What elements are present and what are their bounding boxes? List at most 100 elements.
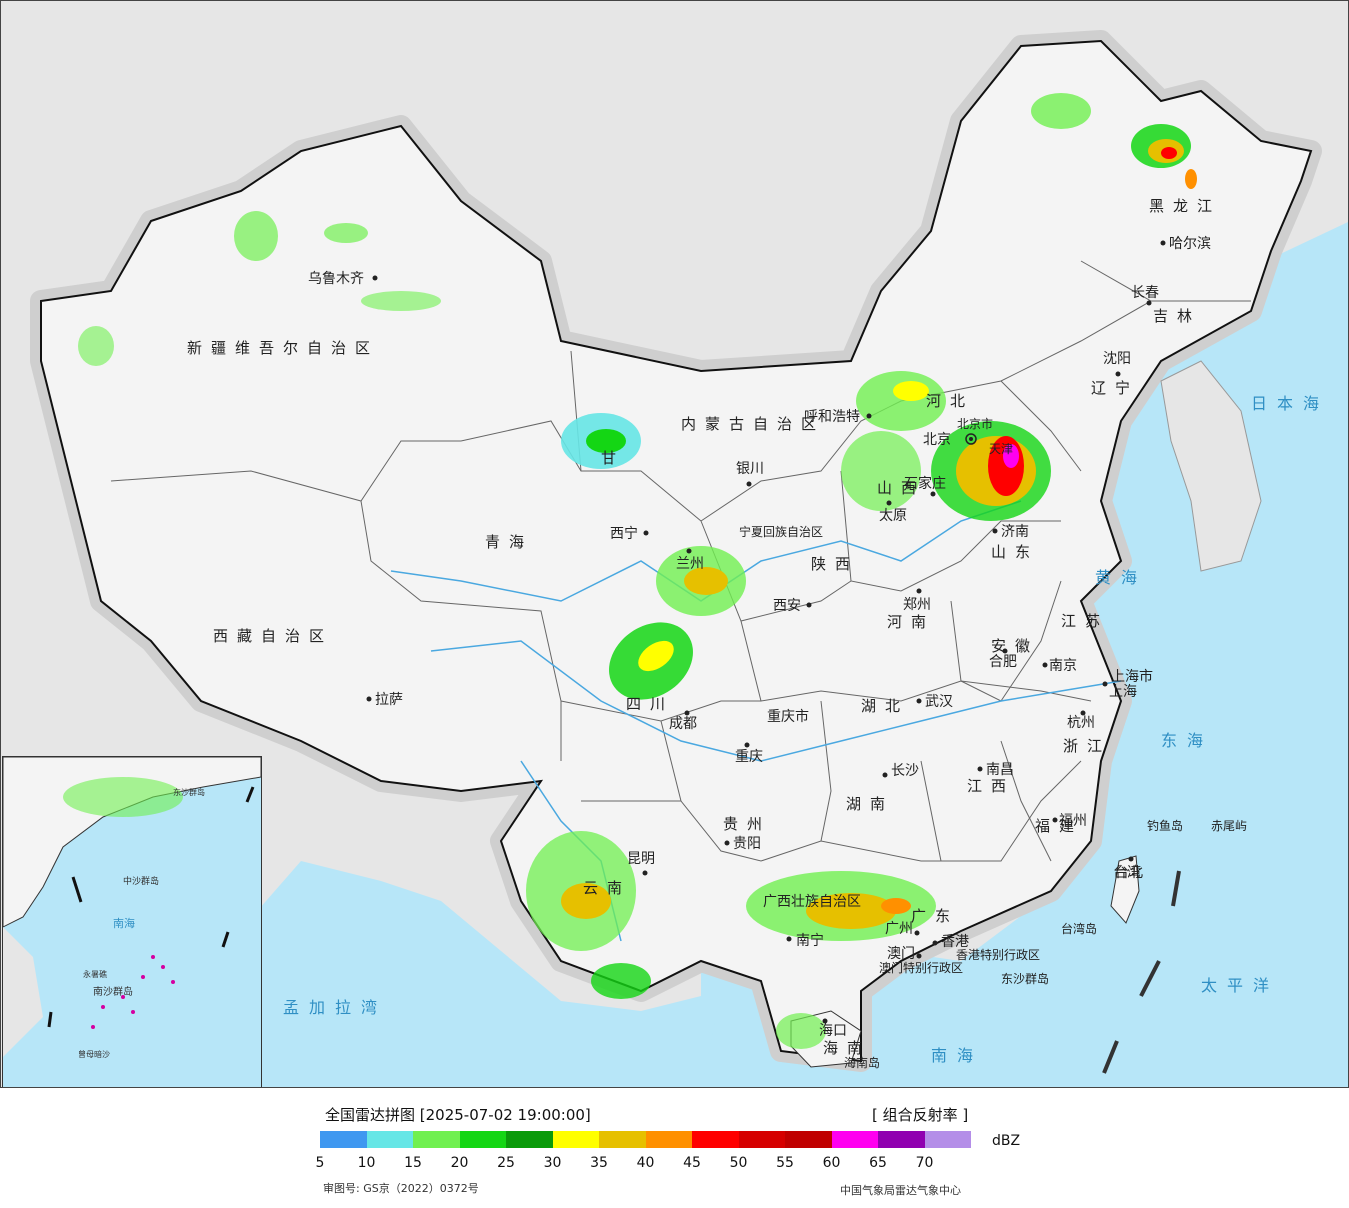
city-label: 南京	[1049, 658, 1077, 674]
province-labels: 新疆维吾尔自治区 西藏自治区 青海 甘 内蒙古自治区 黑龙江 吉林 辽宁 河北 …	[187, 197, 1212, 1057]
maritime-boundary	[1102, 870, 1181, 1074]
province-label: 江苏	[1061, 612, 1109, 630]
city-label: 兰州	[676, 556, 704, 572]
city-label: 福州	[1059, 813, 1087, 829]
city-label: 武汉	[925, 694, 953, 710]
color-swatch	[785, 1131, 832, 1148]
sea-label: 东海	[1161, 731, 1213, 750]
province-label: 山西	[877, 479, 925, 497]
province-label: 陕西	[811, 555, 859, 573]
city-label: 成都	[669, 716, 697, 732]
scale-tick-label: 30	[543, 1155, 562, 1171]
sea-label: 南海	[931, 1046, 983, 1065]
island-labels: 钓鱼岛 赤尾屿 东沙群岛 海南岛 台湾岛	[844, 818, 1247, 1070]
province-label: 四川	[626, 695, 674, 713]
province-label: 福建	[1035, 817, 1083, 835]
city-label: 昆明	[627, 851, 655, 867]
scale-ticks: 5 10 15 20 25 30 35 40 45 50 55 60 65 70	[0, 1155, 1349, 1173]
inset-label: 中沙群岛	[123, 875, 159, 887]
color-swatch	[366, 1131, 413, 1148]
korea-peninsula	[1160, 360, 1262, 572]
province-label: 香港特别行政区	[956, 947, 1040, 962]
inset-map: 中沙群岛 南海 永暑礁 南沙群岛 曾母暗沙 东沙群岛	[2, 756, 262, 1059]
japan-sea-area	[1181, 221, 1348, 441]
inset-label: 曾母暗沙	[78, 1049, 110, 1059]
scale-tick-label: 25	[497, 1155, 515, 1171]
city-label: 西安	[773, 598, 801, 614]
scale-tick-label: 20	[450, 1155, 469, 1171]
south-china-sea-inset: 中沙群岛 南海 永暑礁 南沙群岛 曾母暗沙 东沙群岛	[2, 756, 262, 1087]
province-label: 辽宁	[1091, 379, 1139, 397]
island-label: 钓鱼岛	[1147, 818, 1183, 833]
city-label: 南昌	[986, 762, 1014, 778]
sea-label: 太平洋	[1201, 976, 1279, 995]
province-label: 江西	[967, 777, 1015, 795]
province-label: 云南	[583, 879, 631, 897]
legend-panel: 全国雷达拼图 [2025-07-02 19:00:00] [ 组合反射率 ] d…	[0, 1088, 1349, 1208]
province-label: 台湾	[1113, 864, 1141, 881]
review-number: 审图号: GS京（2022）0372号	[323, 1182, 479, 1195]
city-label: 长春	[1131, 285, 1159, 301]
scale-tick-label: 35	[590, 1155, 608, 1171]
island-label: 赤尾屿	[1211, 819, 1247, 833]
province-label: 河北	[926, 392, 974, 410]
city-label: 郑州	[903, 597, 931, 613]
scale-tick-label: 65	[869, 1155, 887, 1171]
unit-label: dBZ	[992, 1133, 1021, 1149]
city-label: 呼和浩特	[804, 409, 860, 425]
scale-tick-label: 70	[915, 1155, 934, 1171]
province-label: 吉林	[1153, 307, 1201, 325]
ocean-bay-of-bengal	[231, 861, 721, 1087]
inset-label: 南沙群岛	[93, 985, 133, 998]
inset-label: 永暑礁	[83, 969, 107, 979]
city-labels: 乌鲁木齐 拉萨 西宁 兰州 银川 呼和浩特 哈尔滨 长春 沈阳 北京 石家庄 太…	[308, 236, 1211, 1039]
scale-tick-label: 45	[683, 1155, 701, 1171]
province-label: 青海	[485, 533, 533, 551]
province-label: 上海市	[1111, 668, 1153, 685]
color-swatch	[692, 1131, 739, 1148]
island-label: 东沙群岛	[1001, 971, 1049, 986]
province-label: 新疆维吾尔自治区	[187, 339, 379, 357]
province-label: 西藏自治区	[213, 627, 333, 645]
province-label: 湖北	[861, 697, 909, 715]
color-swatch	[738, 1131, 785, 1148]
province-label: 安徽	[991, 637, 1039, 655]
island-label: 海南岛	[844, 1055, 880, 1070]
province-label: 湖南	[846, 795, 894, 813]
city-label: 太原	[879, 508, 907, 524]
color-swatch	[459, 1131, 506, 1148]
city-label: 乌鲁木齐	[308, 271, 364, 287]
city-label: 南宁	[796, 932, 824, 949]
city-label: 西宁	[610, 525, 638, 542]
city-label: 杭州	[1067, 715, 1095, 731]
color-swatch	[924, 1131, 971, 1148]
island-label: 台湾岛	[1061, 921, 1097, 936]
city-label: 北京	[923, 432, 951, 448]
province-label: 海南	[823, 1039, 871, 1057]
city-label: 长沙	[891, 763, 919, 779]
sea-label: 黄海	[1095, 568, 1147, 587]
province-label: 甘	[601, 449, 625, 467]
province-label: 内蒙古自治区	[681, 415, 825, 433]
scale-tick-label: 50	[729, 1155, 748, 1171]
city-label: 上海	[1109, 684, 1137, 700]
color-swatch	[831, 1131, 878, 1148]
province-label: 贵州	[723, 815, 771, 833]
city-label: 海口	[819, 1023, 847, 1039]
city-label: 沈阳	[1103, 351, 1131, 367]
province-label: 河南	[887, 613, 935, 631]
color-swatch	[599, 1131, 646, 1148]
inset-label: 南海	[113, 916, 135, 930]
color-swatch	[506, 1131, 553, 1148]
city-label: 银川	[736, 461, 764, 477]
province-label: 山东	[991, 543, 1039, 561]
china-landmass	[40, 39, 1313, 1063]
inset-label: 东沙群岛	[173, 787, 205, 797]
color-swatch	[645, 1131, 692, 1148]
color-swatch	[320, 1131, 367, 1148]
city-label: 哈尔滨	[1169, 236, 1211, 252]
province-label: 浙江	[1063, 737, 1111, 755]
china-radar-mosaic-map: 新疆维吾尔自治区 西藏自治区 青海 甘 内蒙古自治区 黑龙江 吉林 辽宁 河北 …	[1, 1, 1348, 1087]
city-label: 贵阳	[733, 836, 761, 852]
color-swatch	[552, 1131, 599, 1148]
